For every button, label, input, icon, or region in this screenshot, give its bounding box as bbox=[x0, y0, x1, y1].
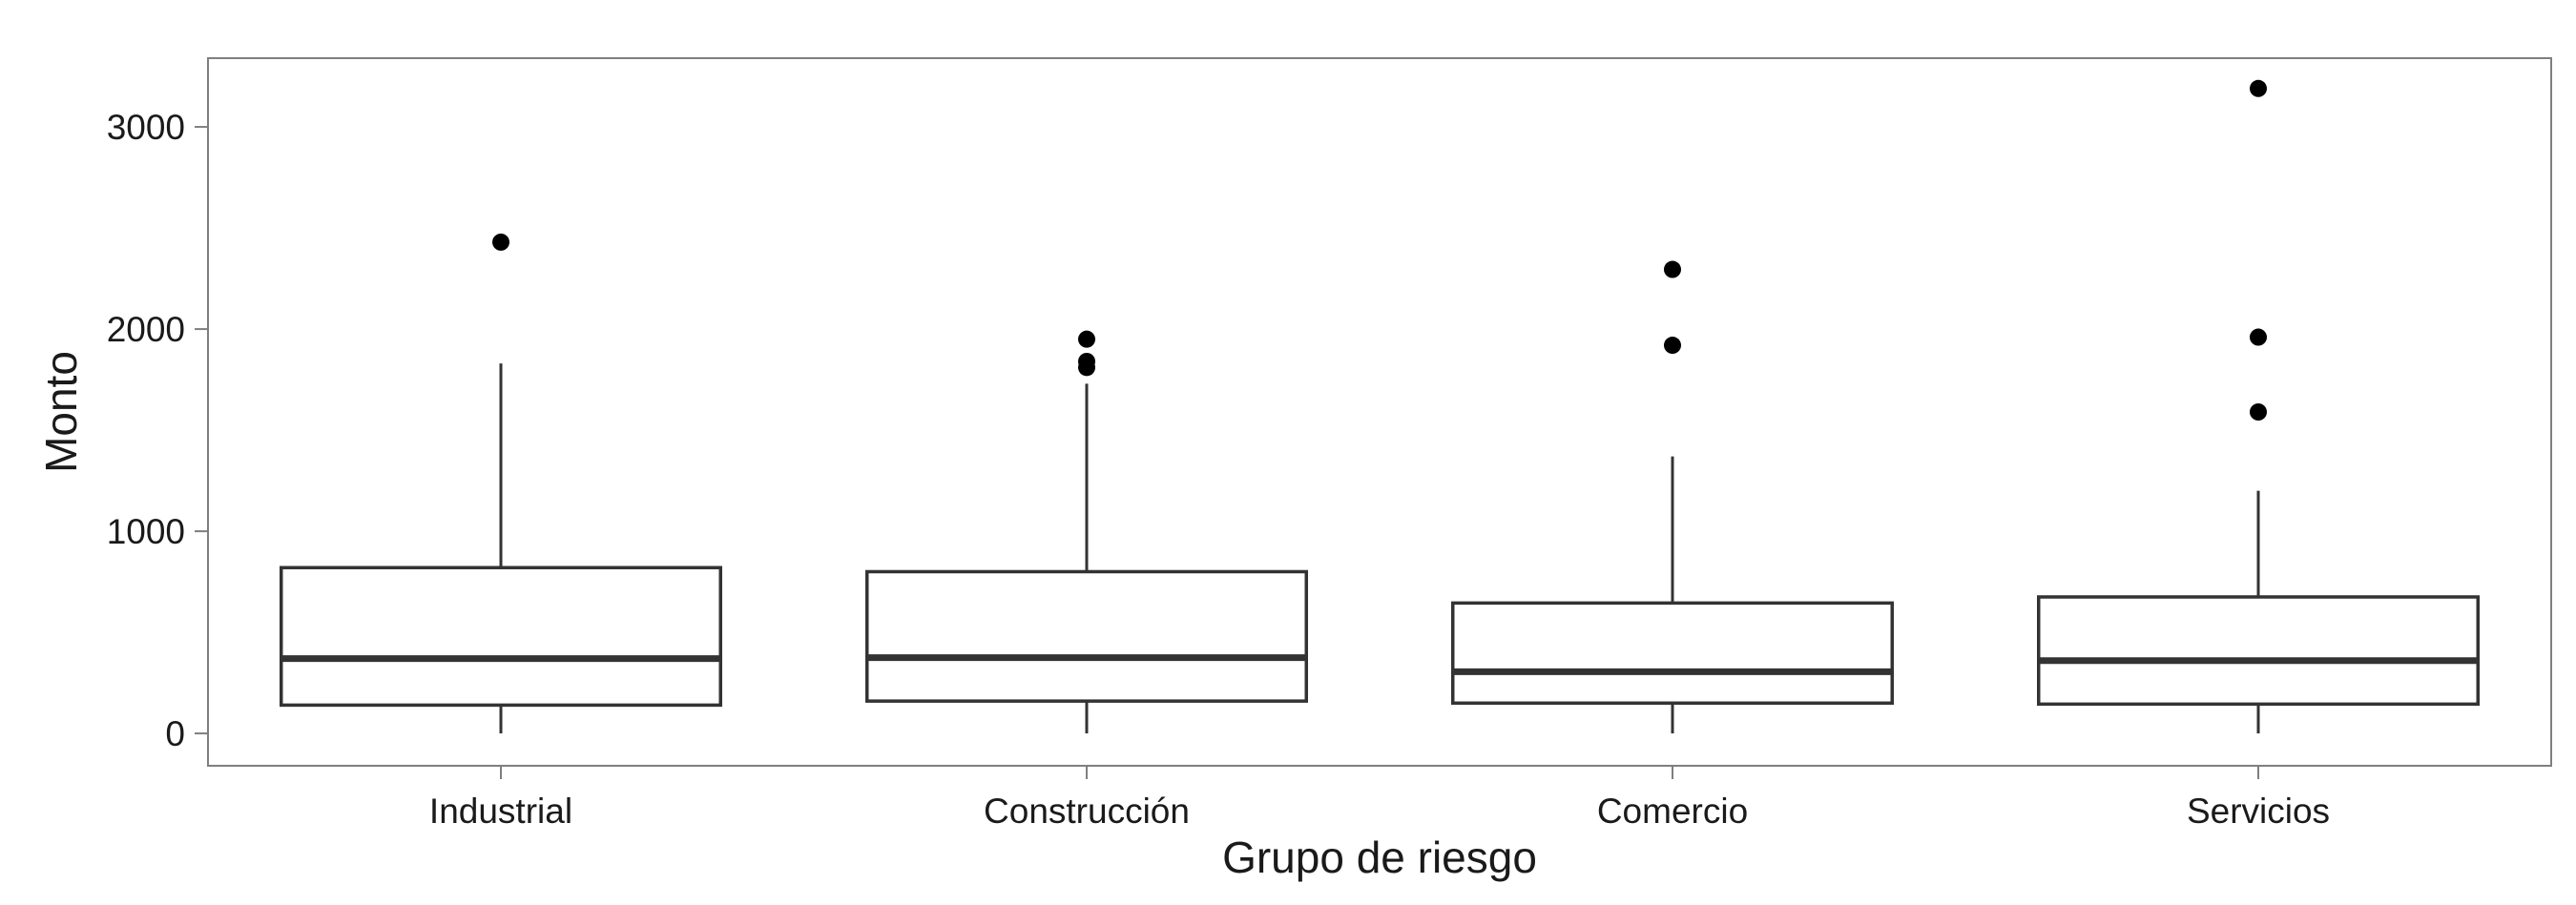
box-iqr bbox=[280, 566, 722, 708]
x-tick-label: Construcción bbox=[984, 792, 1190, 831]
box-0 bbox=[280, 233, 722, 734]
box-iqr bbox=[865, 569, 1308, 703]
outlier-point bbox=[1078, 330, 1095, 348]
x-axis: Industrial Construcción Comercio Servicios bbox=[429, 766, 2330, 831]
x-tick-label: Industrial bbox=[429, 792, 572, 831]
box-1 bbox=[865, 330, 1308, 734]
y-tick-label: 3000 bbox=[107, 108, 185, 147]
outlier-point bbox=[1664, 337, 1681, 355]
y-axis-title: Monto bbox=[36, 351, 86, 473]
outlier-point bbox=[2250, 403, 2267, 421]
boxes bbox=[280, 79, 2480, 734]
outlier-point bbox=[1664, 260, 1681, 278]
box-3 bbox=[2037, 79, 2480, 734]
y-tick-label: 1000 bbox=[107, 512, 185, 551]
outlier-point bbox=[492, 233, 509, 251]
y-tick-label: 0 bbox=[165, 714, 185, 753]
outlier-point bbox=[2250, 79, 2267, 97]
outlier-point bbox=[1078, 353, 1095, 370]
y-axis: 0 1000 2000 3000 bbox=[107, 108, 208, 753]
box-iqr bbox=[1451, 601, 1894, 706]
box-2 bbox=[1451, 260, 1894, 734]
x-tick-label: Servicios bbox=[2187, 792, 2330, 831]
outlier-point bbox=[2250, 328, 2267, 346]
x-tick-label: Comercio bbox=[1597, 792, 1748, 831]
box-iqr bbox=[2037, 595, 2480, 707]
x-axis-title: Grupo de riesgo bbox=[1222, 833, 1537, 882]
y-tick-label: 2000 bbox=[107, 310, 185, 349]
